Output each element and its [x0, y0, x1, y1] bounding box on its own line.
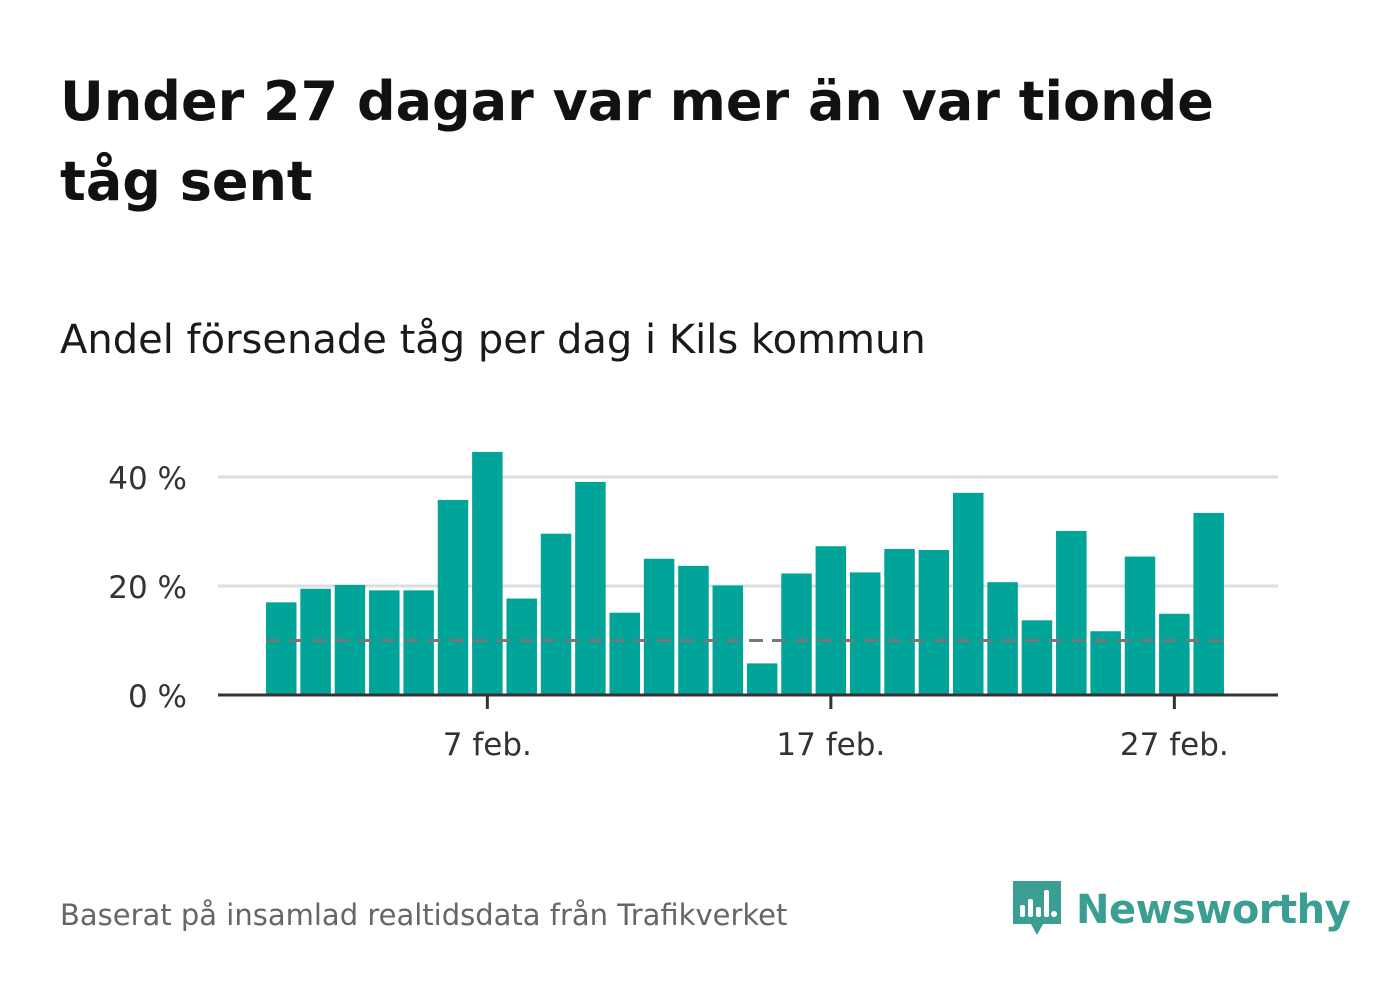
- bar: [815, 546, 847, 695]
- bar: [403, 590, 434, 695]
- bar: [987, 582, 1018, 695]
- brand-name: Newsworthy: [1076, 887, 1351, 933]
- bar: [1056, 530, 1087, 695]
- source-note: Baserat på insamlad realtidsdata från Tr…: [60, 898, 788, 932]
- bar: [266, 602, 297, 695]
- bar: [369, 590, 400, 695]
- x-tick-labels: 7 feb. 17 feb. 27 feb.: [443, 727, 1229, 763]
- bar: [746, 663, 778, 695]
- bar: [849, 572, 881, 695]
- bar: [1159, 613, 1190, 695]
- y-tick-label: 0 %: [128, 679, 187, 715]
- chart-subtitle: Andel försenade tåg per dag i Kils kommu…: [60, 317, 926, 363]
- newsworthy-brand[interactable]: Newsworthy: [1010, 878, 1351, 942]
- bar: [643, 558, 675, 695]
- bars: [266, 451, 1224, 695]
- y-tick-label: 40 %: [108, 461, 187, 497]
- bar: [884, 548, 915, 695]
- x-tick-label: 17 feb.: [776, 727, 885, 763]
- gridlines: [218, 475, 1278, 588]
- bar: [472, 451, 503, 695]
- bar: [540, 533, 572, 695]
- y-tick-labels: 0 % 20 % 40 %: [108, 461, 187, 715]
- bar: [1021, 620, 1053, 695]
- bar: [953, 492, 984, 695]
- bar: [437, 499, 469, 695]
- bar: [918, 550, 950, 695]
- newsworthy-logo-icon: [1010, 878, 1064, 942]
- bar: [678, 565, 709, 695]
- bar: [1193, 512, 1224, 695]
- y-tick-label: 20 %: [108, 570, 187, 606]
- bar: [609, 612, 640, 695]
- bar: [1124, 556, 1156, 695]
- bar: [575, 481, 606, 695]
- bar: [506, 598, 537, 695]
- axes: [218, 693, 1278, 709]
- chart-title: Under 27 dagar var mer än var tionde tåg…: [60, 70, 1214, 213]
- x-tick-label: 27 feb.: [1120, 727, 1229, 763]
- x-tick-label: 7 feb.: [443, 727, 532, 763]
- bar: [781, 573, 812, 695]
